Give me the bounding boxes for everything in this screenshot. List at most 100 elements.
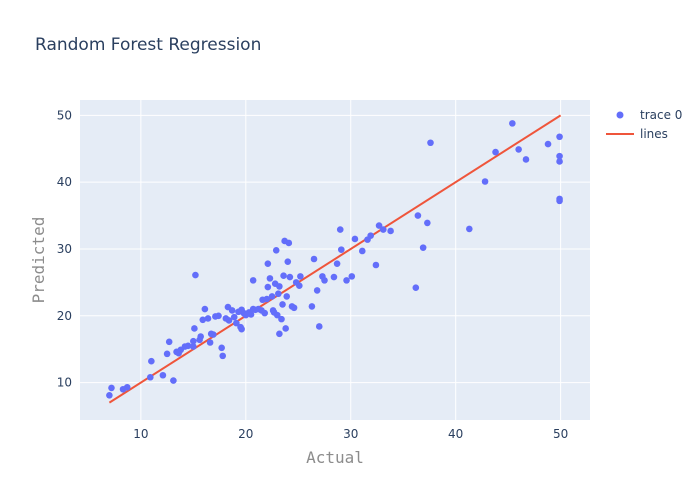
- data-point: [556, 133, 563, 141]
- x-tick-label: 20: [238, 427, 253, 441]
- data-point: [412, 284, 420, 292]
- data-point: [481, 178, 489, 185]
- y-axis-title: Predicted: [29, 217, 48, 304]
- data-point: [276, 283, 283, 290]
- x-tick-label: 50: [553, 427, 568, 441]
- data-point: [282, 325, 289, 332]
- data-point: [204, 315, 212, 322]
- legend-label-trace-0: trace 0: [640, 108, 682, 122]
- data-point: [108, 384, 115, 392]
- data-point: [123, 383, 131, 391]
- data-point: [367, 232, 374, 239]
- data-point: [272, 247, 280, 254]
- data-point: [163, 350, 171, 358]
- data-point: [492, 148, 499, 156]
- x-tick-labels: 10 20 30 40 50: [133, 427, 568, 441]
- data-point: [190, 343, 197, 350]
- data-point: [233, 319, 240, 327]
- data-point: [509, 120, 516, 127]
- y-tick-label: 40: [57, 175, 72, 189]
- data-point: [148, 357, 155, 365]
- data-point: [228, 307, 236, 314]
- data-point: [191, 325, 198, 332]
- data-point: [387, 227, 394, 235]
- data-point: [263, 295, 271, 303]
- x-tick-label: 40: [448, 427, 463, 441]
- data-point: [522, 156, 530, 163]
- data-point: [336, 226, 344, 233]
- data-point: [343, 277, 350, 284]
- data-point: [276, 330, 283, 338]
- data-point: [351, 235, 359, 243]
- y-tick-labels: 10 20 30 40 50: [57, 108, 72, 389]
- data-point: [215, 312, 222, 320]
- series-trace-0: [106, 120, 563, 399]
- legend-item-trace-0[interactable]: trace 0: [616, 108, 683, 122]
- data-point: [106, 391, 113, 399]
- data-point: [337, 246, 345, 253]
- legend-item-lines[interactable]: lines: [606, 127, 668, 141]
- data-point: [313, 287, 321, 294]
- data-point: [290, 304, 298, 312]
- data-point: [261, 309, 268, 317]
- data-point: [379, 226, 387, 233]
- data-point: [284, 258, 292, 265]
- data-point: [165, 338, 173, 346]
- series-lines: [108, 114, 562, 404]
- data-point: [278, 315, 285, 323]
- x-tick-label: 30: [343, 427, 358, 441]
- data-point: [286, 273, 294, 281]
- data-point: [247, 311, 255, 318]
- data-point: [321, 277, 328, 284]
- data-point: [197, 333, 204, 340]
- data-point: [192, 271, 199, 279]
- data-point: [414, 212, 422, 219]
- data-point: [283, 293, 291, 300]
- data-point: [330, 273, 338, 281]
- data-point: [218, 344, 225, 352]
- data-point: [279, 301, 286, 308]
- data-point: [238, 325, 245, 333]
- data-point: [199, 316, 207, 324]
- data-point: [296, 282, 303, 290]
- data-point: [206, 339, 214, 346]
- data-point: [268, 293, 276, 300]
- chart-title: Random Forest Regression: [35, 35, 261, 55]
- data-point: [348, 273, 356, 280]
- x-tick-label: 10: [133, 427, 148, 441]
- data-point: [285, 239, 293, 247]
- data-point: [427, 139, 434, 147]
- data-point: [424, 219, 431, 227]
- data-point: [201, 305, 209, 313]
- data-point: [159, 371, 167, 379]
- data-point: [225, 317, 233, 324]
- data-point: [556, 158, 563, 165]
- data-point: [275, 290, 282, 298]
- data-point: [333, 260, 341, 267]
- grid-lines: [80, 100, 590, 420]
- data-point: [297, 273, 304, 280]
- data-point: [310, 255, 318, 263]
- legend[interactable]: trace 0 lines: [606, 108, 682, 141]
- data-point: [308, 303, 316, 310]
- data-point: [264, 283, 272, 291]
- data-point: [556, 197, 563, 205]
- data-point: [147, 373, 154, 381]
- data-point: [219, 352, 227, 360]
- data-point: [419, 244, 427, 251]
- data-point: [280, 272, 287, 279]
- data-point: [358, 247, 366, 255]
- legend-marker-icon: [616, 111, 624, 119]
- data-point: [249, 277, 257, 284]
- data-point: [544, 140, 552, 148]
- data-point: [184, 342, 192, 350]
- data-point: [190, 337, 197, 345]
- data-point: [209, 331, 217, 338]
- regression-line: [108, 114, 562, 404]
- data-point: [556, 152, 563, 160]
- data-point: [466, 225, 473, 233]
- data-point: [264, 260, 272, 267]
- y-tick-label: 50: [57, 108, 72, 122]
- data-point: [515, 146, 522, 153]
